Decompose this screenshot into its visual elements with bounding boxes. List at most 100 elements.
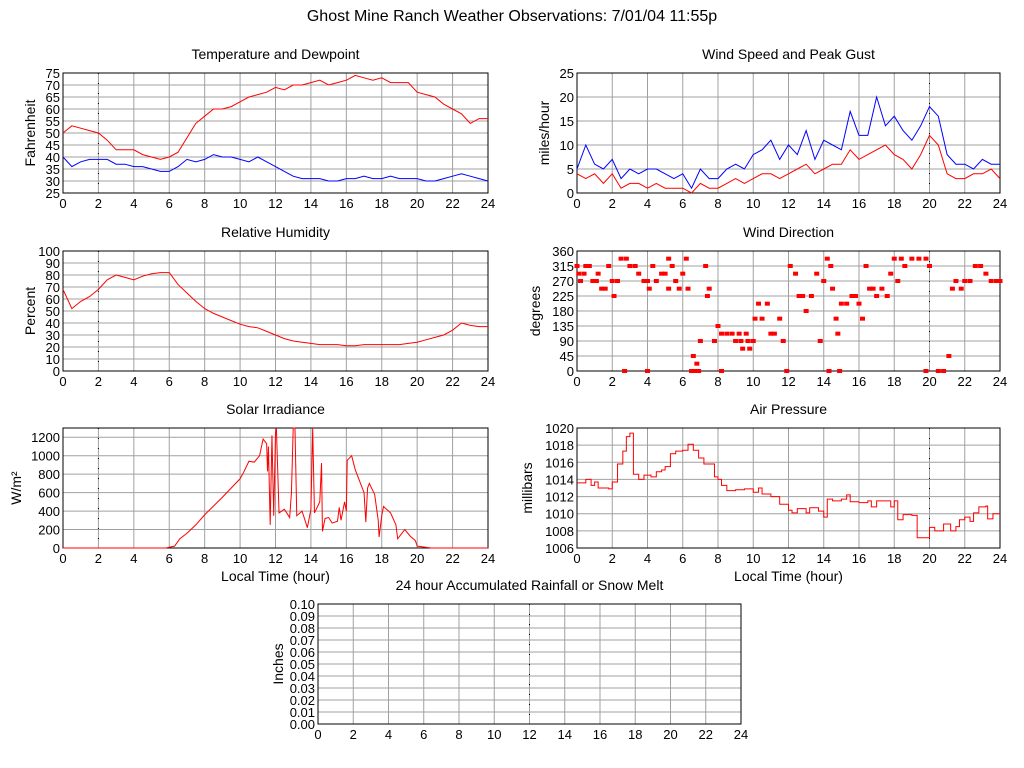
- data-point: [856, 301, 862, 306]
- x-tick-label: 2: [350, 727, 357, 742]
- data-point: [927, 264, 932, 268]
- x-tick-label: 24: [481, 551, 495, 566]
- y-tick-label: 315: [552, 259, 574, 274]
- data-point: [884, 294, 890, 298]
- data-point: [636, 271, 642, 276]
- x-tick-label: 16: [593, 727, 607, 742]
- y-tick-label: 400: [38, 504, 60, 519]
- y-tick-label: 90: [560, 334, 574, 349]
- data-point: [719, 331, 725, 336]
- y-tick-label: 600: [38, 486, 60, 501]
- page-title: Ghost Mine Ranch Weather Observations: 7…: [306, 8, 718, 25]
- y-tick-label: 15: [560, 114, 574, 129]
- chart-title: Temperature and Dewpoint: [191, 46, 359, 62]
- x-tick-label: 6: [679, 551, 686, 566]
- x-tick-label: 10: [746, 551, 760, 566]
- data-point: [574, 264, 580, 268]
- data-point: [909, 256, 915, 261]
- y-tick-label: 1000: [31, 449, 60, 464]
- data-point: [993, 279, 999, 283]
- data-point: [697, 339, 703, 343]
- data-point: [666, 286, 672, 291]
- y-tick-label: 60: [46, 102, 60, 117]
- data-point: [669, 264, 675, 268]
- y-tick-label: 90: [46, 256, 60, 271]
- y-tick-label: 50: [46, 304, 60, 319]
- x-tick-label: 24: [993, 551, 1007, 566]
- data-point: [962, 279, 968, 283]
- data-point: [627, 264, 633, 268]
- y-tick-label: 0.07: [290, 633, 315, 648]
- data-point: [803, 309, 809, 313]
- x-tick-label: 12: [268, 551, 282, 566]
- x-tick-label: 6: [420, 727, 427, 742]
- data-point: [719, 369, 725, 373]
- data-point: [750, 339, 756, 343]
- x-tick-label: 12: [268, 374, 282, 389]
- x-tick-label: 12: [781, 196, 795, 211]
- y-tick-label: 80: [46, 268, 60, 283]
- x-tick-label: 18: [628, 727, 642, 742]
- data-point: [606, 264, 612, 268]
- y-tick-label: 10: [560, 138, 574, 153]
- x-tick-label: 4: [644, 551, 651, 566]
- x-tick-label: 18: [887, 551, 901, 566]
- x-tick-label: 0: [573, 551, 580, 566]
- data-point: [756, 301, 762, 306]
- x-tick-label: 8: [201, 196, 208, 211]
- y-tick-label: 0.10: [290, 597, 315, 612]
- x-tick-label: 22: [958, 551, 972, 566]
- y-tick-label: 270: [552, 274, 574, 289]
- y-tick-label: 1012: [545, 490, 574, 505]
- x-tick-label: 24: [993, 196, 1007, 211]
- rainfall-chart: 0 2 4 6 8 10 12 14 16 18 20 22 240.000.010.020.030.0…: [270, 577, 748, 742]
- data-point: [602, 286, 608, 291]
- data-point: [747, 346, 753, 351]
- data-point: [641, 279, 647, 283]
- data-point: [706, 286, 712, 291]
- data-point: [784, 369, 790, 373]
- data-point: [704, 294, 710, 298]
- y-tick-label: 1010: [545, 507, 574, 522]
- data-point: [583, 264, 589, 268]
- y-tick-label: 70: [46, 78, 60, 93]
- data-point: [595, 271, 601, 276]
- data-point: [650, 264, 656, 268]
- data-point: [590, 279, 596, 283]
- y-tick-label: 30: [46, 174, 60, 189]
- chart-title: Air Pressure: [750, 401, 827, 417]
- x-tick-label: 14: [304, 374, 318, 389]
- data-point: [673, 279, 679, 283]
- x-tick-label: 8: [455, 727, 462, 742]
- data-point: [618, 256, 624, 261]
- data-point: [659, 271, 665, 276]
- data-point: [666, 256, 672, 261]
- y-axis-label: W/m²: [8, 471, 24, 505]
- y-tick-label: 0.06: [290, 645, 315, 660]
- y-tick-label: 0.08: [290, 621, 315, 636]
- x-tick-label: 6: [166, 551, 173, 566]
- x-tick-label: 8: [714, 196, 721, 211]
- y-tick-label: 1006: [545, 541, 574, 556]
- x-tick-label: 14: [817, 551, 831, 566]
- x-tick-label: 20: [410, 551, 424, 566]
- data-point: [715, 324, 721, 328]
- data-point: [736, 331, 742, 336]
- y-tick-label: 100: [38, 244, 60, 259]
- data-point: [830, 286, 836, 291]
- x-tick-label: 8: [201, 374, 208, 389]
- x-tick-label: 20: [410, 196, 424, 211]
- data-point: [623, 256, 629, 261]
- x-tick-label: 2: [95, 374, 102, 389]
- x-tick-label: 18: [375, 196, 389, 211]
- x-tick-label: 14: [304, 196, 318, 211]
- data-point: [898, 256, 904, 261]
- x-tick-label: 6: [166, 374, 173, 389]
- y-tick-label: 45: [560, 349, 574, 364]
- x-tick-label: 0: [314, 727, 321, 742]
- y-tick-label: 25: [46, 186, 60, 201]
- data-point: [738, 339, 744, 343]
- x-tick-label: 8: [201, 551, 208, 566]
- x-tick-label: 18: [887, 196, 901, 211]
